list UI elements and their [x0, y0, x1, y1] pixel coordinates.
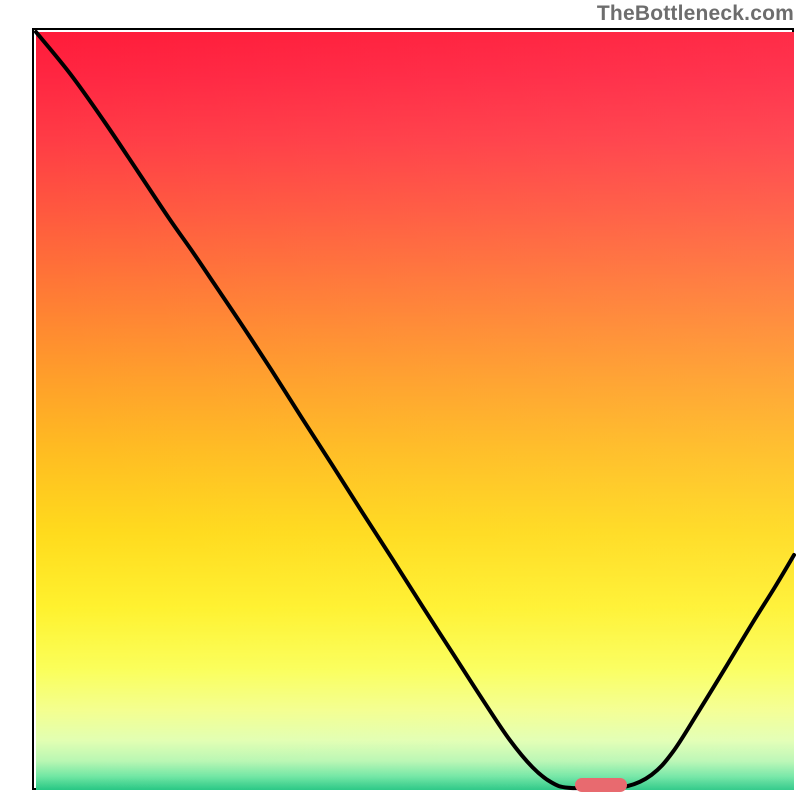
bottleneck-curve [36, 32, 794, 790]
chart-stage: TheBottleneck.com [0, 0, 800, 800]
plot-frame [32, 28, 794, 790]
curve-path [36, 32, 794, 788]
optimal-range-marker [575, 778, 627, 792]
watermark-text: TheBottleneck.com [597, 2, 794, 26]
